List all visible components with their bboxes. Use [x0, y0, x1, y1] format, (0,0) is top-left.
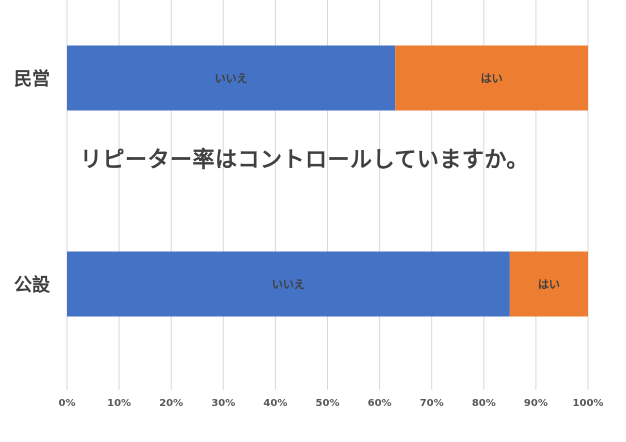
chart-title: リピーター率はコントロールしていますか。 — [80, 148, 529, 173]
data-label: はい — [481, 72, 503, 85]
data-label: はい — [538, 278, 560, 291]
x-tick-label: 90% — [524, 398, 548, 409]
data-label: いいえ — [215, 72, 248, 85]
x-tick-label: 80% — [472, 398, 496, 409]
bar-0-0 — [67, 45, 396, 111]
category-label: 公設 — [14, 274, 51, 296]
x-tick-label: 60% — [368, 398, 392, 409]
bar-1-1 — [509, 251, 588, 317]
x-tick-label: 0% — [59, 398, 76, 409]
data-label: いいえ — [272, 278, 305, 291]
x-tick-label: 20% — [159, 398, 183, 409]
x-tick-label: 70% — [420, 398, 444, 409]
x-tick-label: 40% — [263, 398, 287, 409]
bar-1-0 — [395, 45, 588, 111]
x-tick-label: 100% — [573, 398, 604, 409]
bar-0-1 — [67, 251, 510, 317]
x-tick-label: 10% — [107, 398, 131, 409]
x-tick-label: 30% — [211, 398, 235, 409]
category-label: 民営 — [14, 68, 50, 90]
x-tick-label: 50% — [316, 398, 340, 409]
